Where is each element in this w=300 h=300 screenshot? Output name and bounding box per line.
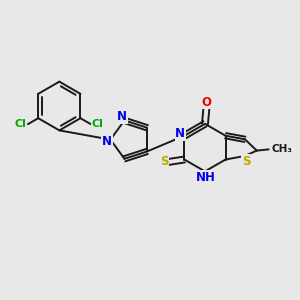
Text: CH₃: CH₃ <box>272 144 293 154</box>
Text: Cl: Cl <box>92 119 103 129</box>
Text: N: N <box>102 135 112 148</box>
Text: S: S <box>242 155 250 168</box>
Text: NH: NH <box>196 171 215 184</box>
Text: N: N <box>175 128 185 140</box>
Text: O: O <box>202 96 212 109</box>
Text: Cl: Cl <box>15 119 26 129</box>
Text: S: S <box>160 155 168 168</box>
Text: N: N <box>117 110 127 123</box>
